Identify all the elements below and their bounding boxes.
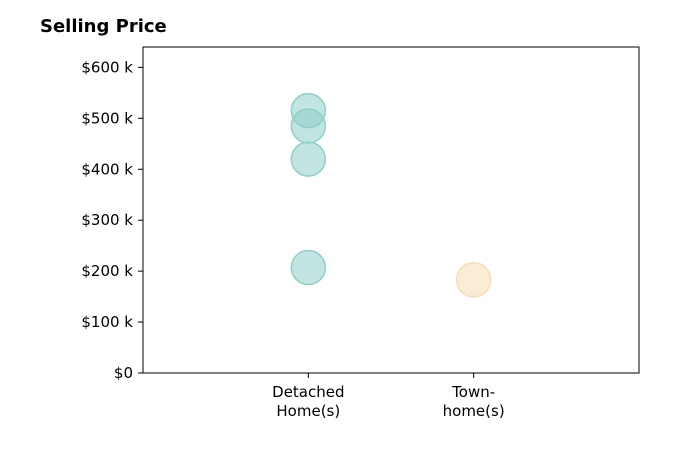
data-point <box>290 249 327 286</box>
y-tick-label: $300 k <box>81 211 133 229</box>
x-tick-label: Town-home(s) <box>443 383 505 420</box>
data-point <box>455 262 492 298</box>
y-tick-label: $400 k <box>81 160 133 178</box>
x-tick-label: Detached Home(s) <box>272 383 344 420</box>
y-tick-label: $600 k <box>81 58 133 76</box>
data-point <box>290 108 327 144</box>
data-point <box>290 141 327 177</box>
y-tick-label: $0 <box>114 364 133 382</box>
plot-frame <box>142 46 640 374</box>
y-tick-label: $500 k <box>81 109 133 127</box>
y-tick-label: $100 k <box>81 313 133 331</box>
y-tick-label: $200 k <box>81 262 133 280</box>
chart-title: Selling Price <box>40 16 167 37</box>
